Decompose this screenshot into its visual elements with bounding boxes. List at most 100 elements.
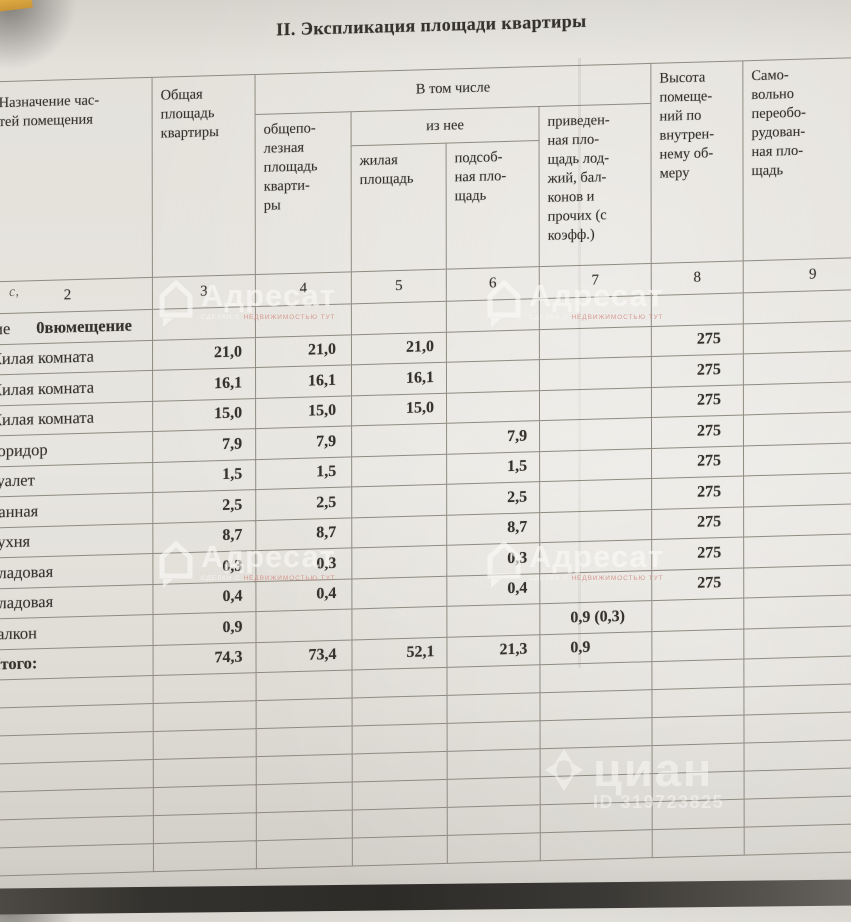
- cell-living: [351, 301, 447, 335]
- cell-height: 275: [651, 384, 744, 418]
- cell-auxiliary: 1,5: [446, 451, 540, 485]
- cell-height: 275: [651, 414, 744, 449]
- cell-auxiliary: 0,4: [446, 573, 540, 607]
- column-number: 6: [446, 266, 540, 302]
- header-height: Высота помеще- ний по внутрен- нему об- …: [650, 60, 744, 264]
- cell-height: 275: [651, 445, 744, 479]
- cell-total: 15,0: [152, 398, 256, 432]
- cell-reduced: [539, 417, 652, 452]
- cell-reduced: [539, 387, 652, 421]
- cell-room-name: Балкон: [0, 614, 154, 650]
- header-auxiliary-area: подсоб- ная пло- щадь: [446, 140, 540, 270]
- cell-living: 16,1: [351, 362, 447, 396]
- cell-useful: 8,7: [255, 517, 352, 551]
- column-number: 5: [351, 269, 447, 304]
- header-total-area: Общая площадь квартиры: [152, 74, 256, 278]
- cell-living: [351, 423, 447, 457]
- room-name: 0вюмещение: [36, 315, 132, 337]
- cell-reduced: [539, 539, 652, 574]
- cell-total: 21,0: [152, 337, 256, 371]
- cell-room-name: Жилая комната: [0, 370, 153, 406]
- column-number: 9: [743, 257, 851, 293]
- handwritten-mark: с,: [8, 284, 20, 301]
- cell-reduced: 0,9: [539, 631, 652, 665]
- cell-auxiliary: [446, 359, 540, 393]
- page-title: II. Экспликация площади квартиры: [276, 10, 587, 40]
- cell-unauthorized: [743, 441, 851, 476]
- cell-total: 0,4: [152, 581, 256, 615]
- column-number: 3: [152, 274, 256, 310]
- cell-total: 0,3: [152, 550, 256, 585]
- cell-auxiliary: [446, 390, 540, 424]
- cell-height: 275: [651, 475, 744, 510]
- header-unauthorized: Само- вольно переобо- рудован- ная пло- …: [742, 56, 851, 261]
- cell-total: 1,5: [152, 459, 256, 493]
- cell-living: 21,0: [351, 331, 447, 365]
- cell-living: [351, 575, 447, 609]
- cell-height: [651, 598, 744, 632]
- cell-useful: 7,9: [255, 425, 352, 460]
- cell-unauthorized: [743, 380, 851, 415]
- cell-unauthorized: [743, 563, 851, 599]
- cell-unauthorized: [743, 350, 851, 385]
- cell-reduced: [539, 325, 652, 360]
- cell-height: [651, 292, 744, 326]
- cell-height: 275: [651, 506, 744, 540]
- table-header: Назначение час- тей помещения Общая площ…: [0, 56, 851, 315]
- cell-room-name: Кладовая: [0, 584, 153, 620]
- cell-total: 16,1: [152, 367, 256, 401]
- cell-reduced: [539, 448, 652, 482]
- cell-useful: 21,0: [255, 334, 352, 368]
- cell-height: 275: [651, 567, 744, 601]
- cell-auxiliary: 21,3: [446, 634, 540, 668]
- cell-reduced: 0,9 (0,3): [539, 600, 652, 635]
- cell-reduced: [539, 295, 652, 330]
- cell-living: 52,1: [351, 636, 447, 670]
- cell-room-name: Коридор: [0, 431, 153, 467]
- header-useful-area: общепо- лезная площадь кварти- ры: [255, 111, 352, 275]
- cell-useful: 16,1: [255, 364, 352, 399]
- cell-useful: 0,3: [255, 547, 352, 582]
- cell-room-name: Туалет: [0, 461, 153, 498]
- cell-living: [351, 514, 447, 548]
- column-number: 8: [651, 260, 744, 296]
- cell-living: [351, 545, 447, 579]
- column-number: с, 2: [0, 277, 153, 315]
- cell-room-name: Кухня: [0, 522, 153, 559]
- cell-auxiliary: 0,3: [446, 542, 540, 576]
- cell-room-name: Кладовая: [0, 553, 153, 589]
- cell-living: 15,0: [351, 392, 447, 426]
- cell-height: 275: [651, 536, 744, 571]
- header-of-it: из нее: [351, 106, 540, 146]
- cell-total: [152, 306, 256, 340]
- paper-crease: [578, 58, 581, 668]
- empty-ruled-rows: [0, 655, 851, 877]
- cell-height: 275: [651, 353, 744, 388]
- cell-room-name: Жилая комната: [0, 400, 153, 437]
- cell-useful: 15,0: [255, 395, 352, 429]
- cell-living: [351, 484, 447, 518]
- cell-reduced: [539, 356, 652, 391]
- column-number: 7: [539, 263, 652, 299]
- column-number: 4: [255, 271, 352, 307]
- cell-unauthorized: [743, 319, 851, 354]
- cell-total: 8,7: [152, 520, 256, 554]
- cell-room-name: Итого:: [0, 645, 154, 681]
- cell-unauthorized: [743, 289, 851, 324]
- cell-unauthorized: [743, 411, 851, 446]
- cell-unauthorized: [743, 624, 851, 660]
- header-reduced-area: приведен- ная пло- щадь лод- жий, бал- к…: [538, 103, 652, 267]
- cell-living: [351, 453, 447, 487]
- header-purpose: Назначение час- тей помещения: [0, 77, 153, 283]
- cell-height: [651, 628, 744, 662]
- cell-room-name: Жилая комната: [0, 339, 153, 376]
- cell-auxiliary: 8,7: [446, 512, 540, 546]
- cell-useful: 1,5: [255, 456, 352, 490]
- cell-unauthorized: [743, 594, 851, 629]
- cell-total: 74,3: [153, 642, 257, 676]
- cell-total: 7,9: [152, 428, 256, 462]
- table-body: эие 0вюмещение Жилая комната 21,0 21,0 21…: [0, 289, 851, 681]
- cell-total: 2,5: [152, 489, 256, 523]
